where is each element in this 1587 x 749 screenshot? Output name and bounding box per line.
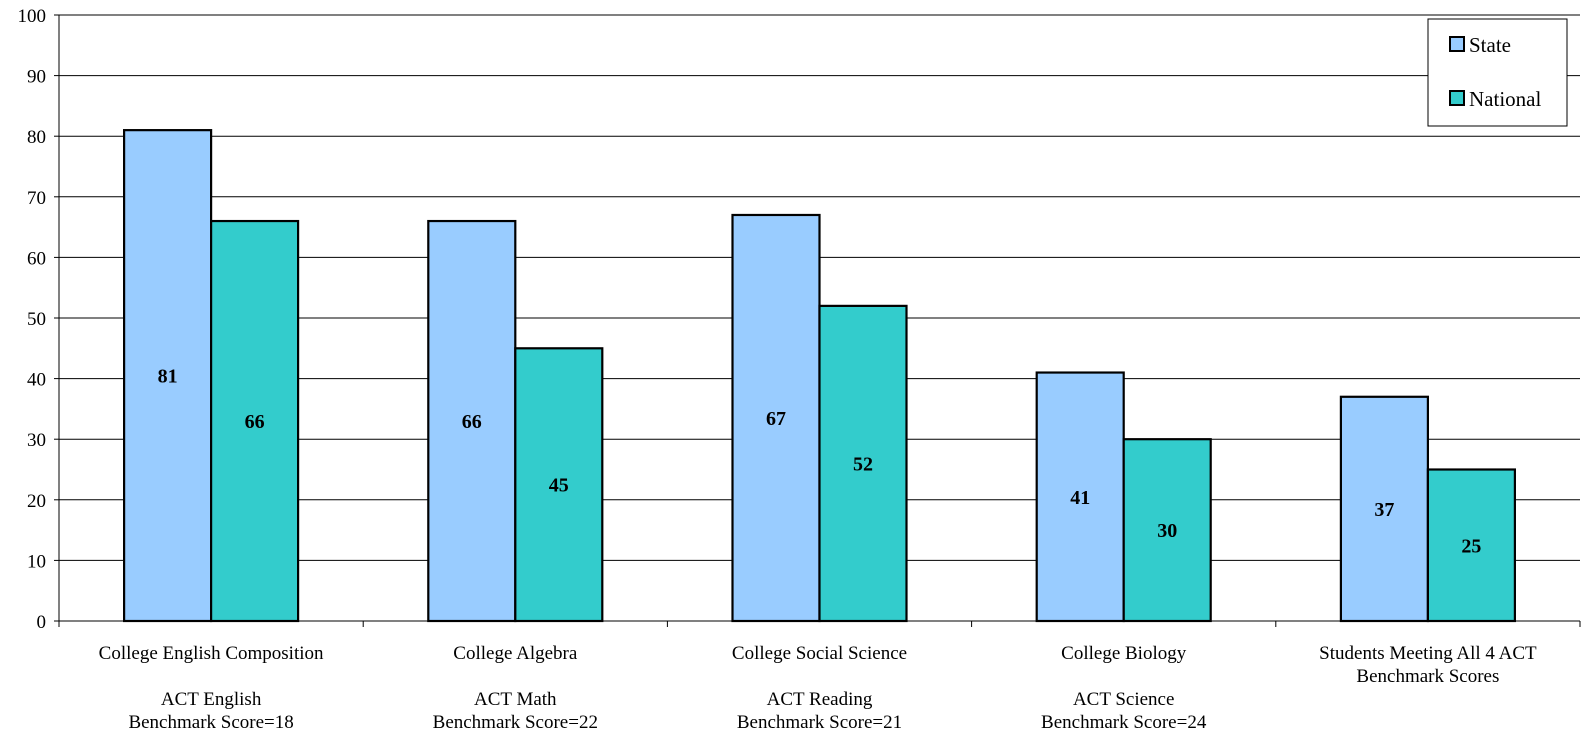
y-axis-ticks: 0 10 20 30 40 50 60 70 80 90 100	[18, 6, 47, 633]
bar-national-2	[818, 304, 908, 623]
category-label: Benchmark Score=21	[737, 712, 902, 733]
y-tick-label: 20	[27, 491, 46, 512]
y-tick-label: 60	[27, 248, 46, 269]
y-tick-label: 30	[27, 430, 46, 451]
legend-swatch-national	[1449, 90, 1465, 106]
bar-national-4	[1426, 468, 1517, 623]
bar-data-labels: 81 66 66 45 67 52 41 30 37 25	[158, 366, 1482, 558]
category-label: ACT English	[161, 689, 262, 710]
y-tick-label: 50	[27, 309, 46, 330]
bar-state-3	[1035, 371, 1125, 623]
category-label: College English Composition	[99, 643, 324, 664]
y-tick-label: 10	[27, 551, 46, 572]
y-tick-label: 0	[37, 612, 47, 633]
data-label-national-3: 30	[1157, 520, 1177, 542]
bar-state-2	[731, 213, 821, 623]
category-label: ACT Science	[1073, 689, 1175, 710]
y-tick-label: 80	[27, 127, 46, 148]
category-label: College Social Science	[732, 643, 907, 664]
bar-national-0	[210, 219, 300, 623]
data-label-state-3: 41	[1070, 487, 1090, 509]
category-label: Benchmark Scores	[1356, 666, 1499, 687]
data-label-national-2: 52	[853, 453, 873, 475]
category-label: ACT Math	[474, 689, 557, 710]
y-tick-label: 90	[27, 67, 46, 88]
data-label-national-4: 25	[1461, 535, 1481, 557]
category-label: Benchmark Score=22	[433, 712, 598, 733]
y-tick-label: 100	[18, 6, 47, 27]
axes	[54, 14, 1581, 627]
category-label: College Algebra	[453, 643, 578, 664]
data-label-state-4: 37	[1374, 499, 1394, 521]
category-label: College Biology	[1061, 643, 1187, 664]
data-label-state-1: 66	[462, 411, 482, 433]
data-label-national-1: 45	[549, 475, 569, 497]
category-label: Benchmark Score=18	[128, 712, 293, 733]
bar-national-1	[514, 347, 604, 623]
y-tick-label: 70	[27, 188, 46, 209]
category-label: ACT Reading	[767, 689, 873, 710]
legend-swatch-state	[1449, 36, 1465, 52]
legend-label-national: National	[1469, 87, 1541, 111]
data-label-state-0: 81	[158, 366, 178, 388]
data-label-national-0: 66	[245, 411, 265, 433]
legend-label-state: State	[1469, 33, 1511, 57]
y-tick-label: 40	[27, 370, 46, 391]
category-label: Students Meeting All 4 ACT	[1319, 643, 1537, 664]
category-label: Benchmark Score=24	[1041, 712, 1207, 733]
legend: State National	[1427, 18, 1568, 127]
bars	[122, 129, 1517, 623]
data-label-state-2: 67	[766, 408, 786, 430]
bar-state-4	[1339, 395, 1430, 623]
